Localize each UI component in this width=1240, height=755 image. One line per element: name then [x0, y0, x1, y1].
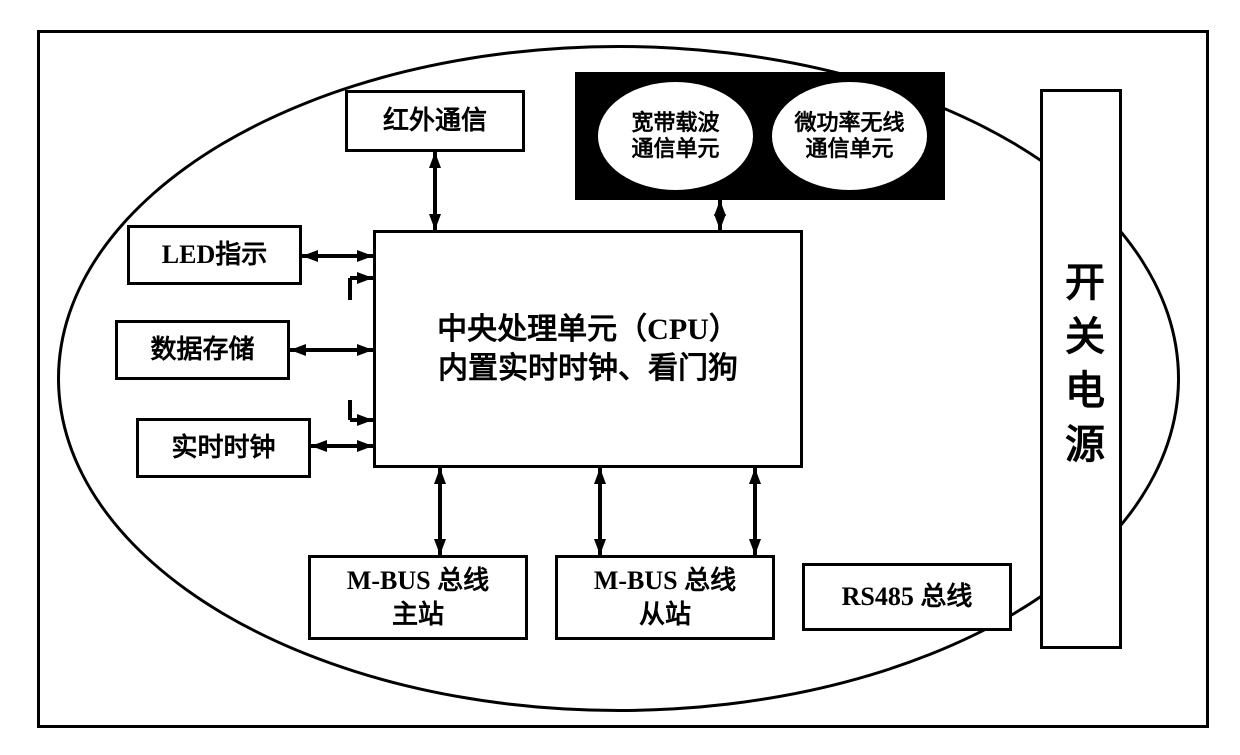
- ir-label: 红外通信: [383, 104, 487, 138]
- micropower-wireless-oval: 微功率无线 通信单元: [772, 82, 927, 190]
- diagram-stage: 宽带载波 通信单元 微功率无线 通信单元 中央处理单元（CPU） 内置实时时钟、…: [0, 0, 1240, 755]
- rtc-label: 实时时钟: [171, 431, 275, 465]
- power-block: 开关电源: [1040, 89, 1122, 649]
- broadband-carrier-oval: 宽带载波 通信单元: [598, 82, 753, 190]
- rtc-block: 实时时钟: [136, 418, 311, 478]
- broadband-carrier-line1: 宽带载波: [631, 110, 719, 135]
- power-label: 开关电源: [1055, 261, 1107, 477]
- micropower-line2: 通信单元: [805, 136, 893, 161]
- cpu-block: 中央处理单元（CPU） 内置实时时钟、看门狗: [373, 230, 803, 468]
- mbus-slave-line1: M-BUS 总线: [594, 566, 736, 595]
- storage-label: 数据存储: [150, 333, 254, 367]
- broadband-carrier-line2: 通信单元: [631, 136, 719, 161]
- storage-block: 数据存储: [115, 320, 290, 380]
- mbus-master-line1: M-BUS 总线: [347, 566, 489, 595]
- rs485-block: RS485 总线: [802, 563, 1012, 631]
- mbus-master-line2: 主站: [392, 600, 444, 629]
- mbus-master-block: M-BUS 总线 主站: [308, 555, 528, 640]
- micropower-line1: 微功率无线: [794, 110, 904, 135]
- mbus-slave-line2: 从站: [639, 600, 691, 629]
- cpu-label-line1: 中央处理单元（CPU）: [437, 313, 739, 346]
- rs485-label: RS485 总线: [842, 580, 973, 614]
- mbus-slave-block: M-BUS 总线 从站: [555, 555, 775, 640]
- led-block: LED指示: [127, 225, 302, 285]
- led-label: LED指示: [162, 238, 267, 272]
- ir-block: 红外通信: [345, 90, 525, 152]
- cpu-label-line2: 内置实时时钟、看门狗: [438, 352, 738, 385]
